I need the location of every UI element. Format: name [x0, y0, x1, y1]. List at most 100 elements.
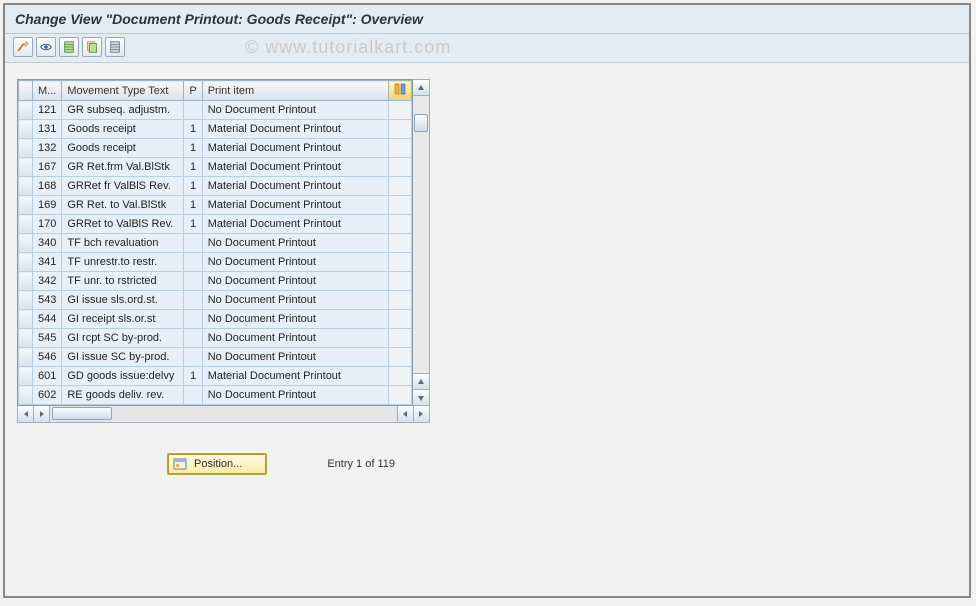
scroll-right-inner-button[interactable] — [34, 406, 50, 422]
cell-text[interactable]: GR Ret.frm Val.BlStk — [62, 158, 184, 177]
table-row[interactable]: 341TF unrestr.to restr.No Document Print… — [19, 253, 412, 272]
cell-print[interactable]: No Document Printout — [202, 310, 388, 329]
scroll-thumb-horizontal[interactable] — [52, 407, 112, 420]
table-row[interactable]: 545GI rcpt SC by-prod.No Document Printo… — [19, 329, 412, 348]
table-row[interactable]: 340TF bch revaluation No Document Printou… — [19, 234, 412, 253]
row-selector[interactable] — [19, 329, 33, 348]
cell-print[interactable]: Material Document Printout — [202, 215, 388, 234]
cell-text[interactable]: TF bch revaluation — [62, 234, 184, 253]
cell-mvt[interactable]: 132 — [33, 139, 62, 158]
table-row[interactable]: 167GR Ret.frm Val.BlStk1Material Documen… — [19, 158, 412, 177]
row-selector[interactable] — [19, 120, 33, 139]
horizontal-scrollbar[interactable] — [17, 406, 430, 423]
cell-text[interactable]: GR subseq. adjustm. — [62, 101, 184, 120]
cell-mvt[interactable]: 543 — [33, 291, 62, 310]
hscroll-track[interactable] — [50, 406, 397, 422]
cell-mvt[interactable]: 544 — [33, 310, 62, 329]
row-selector[interactable] — [19, 234, 33, 253]
cell-p[interactable] — [184, 291, 202, 310]
cell-print[interactable]: No Document Printout — [202, 253, 388, 272]
cell-text[interactable]: Goods receipt — [62, 139, 184, 158]
cell-p[interactable] — [184, 329, 202, 348]
cell-p[interactable] — [184, 234, 202, 253]
table-row[interactable]: 601GD goods issue:delvy1Material Documen… — [19, 367, 412, 386]
row-selector[interactable] — [19, 177, 33, 196]
cell-print[interactable]: No Document Printout — [202, 291, 388, 310]
cell-mvt[interactable]: 340 — [33, 234, 62, 253]
cell-text[interactable]: GI rcpt SC by-prod. — [62, 329, 184, 348]
col-header-mvt[interactable]: M... — [33, 81, 62, 101]
toggle-view-button[interactable] — [13, 37, 33, 57]
table-row[interactable]: 342TF unr. to rstrictedNo Document Print… — [19, 272, 412, 291]
cell-p[interactable] — [184, 272, 202, 291]
cell-text[interactable]: GI issue sls.ord.st. — [62, 291, 184, 310]
cell-text[interactable]: GD goods issue:delvy — [62, 367, 184, 386]
cell-print[interactable]: No Document Printout — [202, 101, 388, 120]
cell-mvt[interactable]: 170 — [33, 215, 62, 234]
table-row[interactable]: 546GI issue SC by-prod.No Document Print… — [19, 348, 412, 367]
scroll-right-button[interactable] — [413, 406, 429, 422]
configure-columns-button[interactable] — [388, 81, 411, 101]
cell-print[interactable]: No Document Printout — [202, 234, 388, 253]
table-row[interactable]: 132Goods receipt1Material Document Print… — [19, 139, 412, 158]
cell-p[interactable]: 1 — [184, 367, 202, 386]
cell-mvt[interactable]: 167 — [33, 158, 62, 177]
cell-text[interactable]: TF unr. to rstricted — [62, 272, 184, 291]
cell-mvt[interactable]: 546 — [33, 348, 62, 367]
scroll-up-button[interactable] — [413, 80, 429, 96]
cell-mvt[interactable]: 121 — [33, 101, 62, 120]
row-selector[interactable] — [19, 158, 33, 177]
cell-p[interactable]: 1 — [184, 177, 202, 196]
cell-p[interactable]: 1 — [184, 120, 202, 139]
cell-print[interactable]: Material Document Printout — [202, 120, 388, 139]
delete-button[interactable] — [105, 37, 125, 57]
cell-text[interactable]: GI issue SC by-prod. — [62, 348, 184, 367]
row-selector[interactable] — [19, 386, 33, 405]
cell-text[interactable]: GR Ret. to Val.BlStk — [62, 196, 184, 215]
row-selector[interactable] — [19, 272, 33, 291]
cell-p[interactable] — [184, 101, 202, 120]
cell-text[interactable]: Goods receipt — [62, 120, 184, 139]
row-selector[interactable] — [19, 196, 33, 215]
change-button[interactable] — [36, 37, 56, 57]
cell-print[interactable]: Material Document Printout — [202, 139, 388, 158]
col-header-text[interactable]: Movement Type Text — [62, 81, 184, 101]
table-row[interactable]: 169GR Ret. to Val.BlStk1Material Documen… — [19, 196, 412, 215]
table-row[interactable]: 131Goods receipt1Material Document Print… — [19, 120, 412, 139]
cell-mvt[interactable]: 602 — [33, 386, 62, 405]
cell-text[interactable]: GI receipt sls.or.st — [62, 310, 184, 329]
cell-print[interactable]: Material Document Printout — [202, 367, 388, 386]
table-row[interactable]: 543GI issue sls.ord.st. No Document Print… — [19, 291, 412, 310]
row-selector[interactable] — [19, 348, 33, 367]
position-button[interactable]: Position... — [167, 453, 267, 475]
cell-mvt[interactable]: 601 — [33, 367, 62, 386]
new-entries-button[interactable] — [59, 37, 79, 57]
cell-p[interactable] — [184, 253, 202, 272]
cell-print[interactable]: No Document Printout — [202, 272, 388, 291]
table-row[interactable]: 168GRRet fr ValBlS Rev.1Material Documen… — [19, 177, 412, 196]
col-header-print[interactable]: Print item — [202, 81, 388, 101]
row-selector[interactable] — [19, 139, 33, 158]
cell-text[interactable]: RE goods deliv. rev. — [62, 386, 184, 405]
scroll-left-button[interactable] — [18, 406, 34, 422]
cell-text[interactable]: GRRet to ValBlS Rev. — [62, 215, 184, 234]
cell-print[interactable]: Material Document Printout — [202, 177, 388, 196]
cell-mvt[interactable]: 169 — [33, 196, 62, 215]
row-selector[interactable] — [19, 253, 33, 272]
copy-as-button[interactable] — [82, 37, 102, 57]
table-row[interactable]: 602RE goods deliv. rev.No Document Print… — [19, 386, 412, 405]
cell-p[interactable] — [184, 348, 202, 367]
cell-print[interactable]: Material Document Printout — [202, 196, 388, 215]
scroll-down-button[interactable] — [413, 389, 429, 405]
row-selector[interactable] — [19, 215, 33, 234]
row-selector-header[interactable] — [19, 81, 33, 101]
cell-mvt[interactable]: 341 — [33, 253, 62, 272]
row-selector[interactable] — [19, 291, 33, 310]
cell-p[interactable] — [184, 310, 202, 329]
table-row[interactable]: 544GI receipt sls.or.st No Document Print… — [19, 310, 412, 329]
row-selector[interactable] — [19, 101, 33, 120]
cell-mvt[interactable]: 545 — [33, 329, 62, 348]
cell-text[interactable]: GRRet fr ValBlS Rev. — [62, 177, 184, 196]
cell-p[interactable] — [184, 386, 202, 405]
table-row[interactable]: 170GRRet to ValBlS Rev.1Material Documen… — [19, 215, 412, 234]
